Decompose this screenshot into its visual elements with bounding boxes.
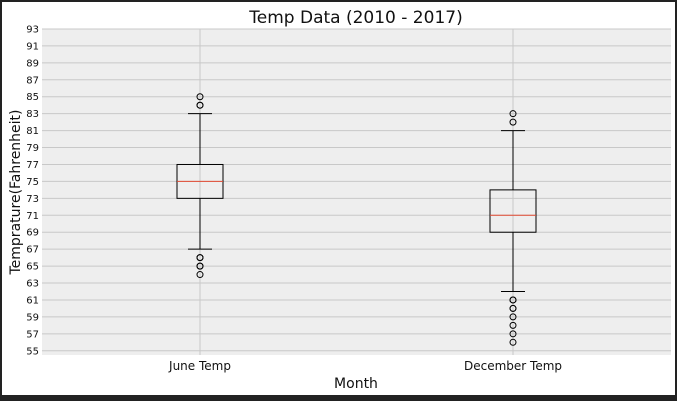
outlier-point [196, 254, 204, 262]
chart-title: Temp Data (2010 - 2017) [248, 8, 462, 28]
outlier-point [509, 110, 517, 118]
y-tick-label: 71 [26, 211, 39, 222]
boxes [176, 93, 537, 346]
outlier-point [509, 338, 517, 346]
y-tick-label: 93 [26, 25, 39, 36]
y-tick-label: 69 [26, 228, 39, 239]
y-tick-label: 91 [26, 41, 39, 52]
y-tick-labels: 55 57 59 61 63 65 67 69 71 73 75 77 79 81 83 85 87 89 91 93 [26, 25, 39, 358]
outlier-point [509, 304, 517, 312]
outlier-point [196, 93, 204, 101]
y-tick-label: 77 [26, 160, 39, 171]
x-tick-label: December Temp [464, 359, 562, 373]
y-tick-label: 75 [26, 177, 39, 188]
y-tick-label: 87 [26, 75, 39, 86]
y-tick-label: 63 [26, 279, 39, 290]
outlier-point [196, 271, 204, 279]
y-tick-label: 55 [26, 346, 39, 357]
outlier-point [196, 262, 204, 270]
y-tick-label: 67 [26, 245, 39, 256]
x-tick-label: June Temp [168, 359, 231, 373]
outlier-point [509, 321, 517, 329]
outlier-point [196, 101, 204, 109]
plot-area [42, 29, 671, 355]
box-group [489, 110, 537, 346]
y-tick-label: 89 [26, 58, 39, 69]
outlier-point [509, 313, 517, 321]
outlier-point [509, 330, 517, 338]
y-tick-label: 59 [26, 312, 39, 323]
iqr-box [489, 189, 537, 233]
outlier-point [509, 118, 517, 126]
y-tick-label: 65 [26, 262, 39, 273]
y-tick-label: 61 [26, 295, 39, 306]
y-tick-label: 73 [26, 194, 39, 205]
y-tick-label: 83 [26, 109, 39, 120]
y-tick-label: 81 [26, 126, 39, 137]
y-tick-label: 79 [26, 143, 39, 154]
x-tick-labels: June Temp December Temp [168, 359, 562, 373]
y-tick-label: 85 [26, 92, 39, 103]
x-axis-label: Month [334, 376, 378, 392]
y-tick-label: 57 [26, 329, 39, 340]
box-group [176, 93, 224, 279]
y-axis-label: Temprature(Fahrenheit) [8, 109, 24, 275]
outlier-point [509, 296, 517, 304]
grid-lines [42, 28, 671, 355]
